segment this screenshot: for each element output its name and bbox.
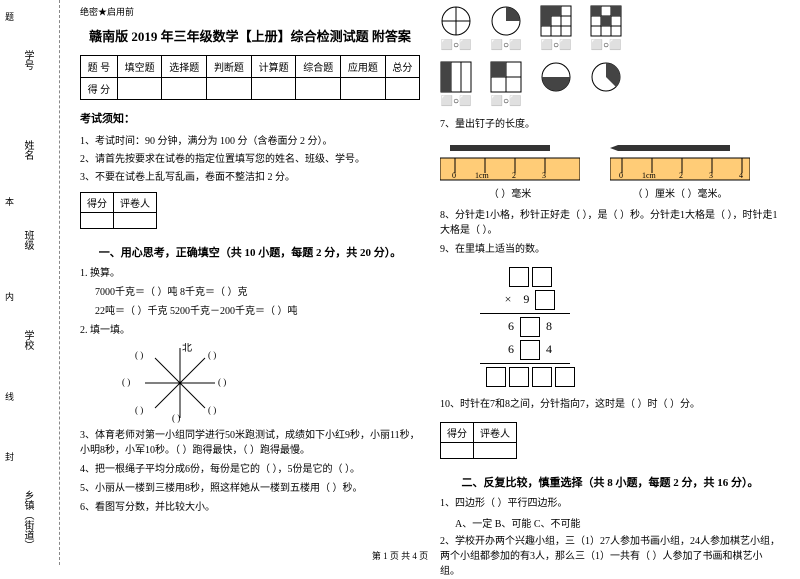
calc-r3: 6 8 [480,317,580,337]
svg-text:0: 0 [452,171,456,180]
q1-line2: 22吨＝（ ）千克 5200千克－200千克＝（ ）吨 [95,304,420,319]
q9: 9、在里填上适当的数。 [440,242,780,257]
svg-text:( ): ( ) [218,377,226,387]
exam-title: 赣南版 2019 年三年级数学【上册】综合检测试题 附答案 [80,26,420,45]
svg-text:2: 2 [679,171,683,180]
th-fill: 填空题 [117,56,162,78]
q4: 4、把一根绳子平均分成6份，每份是它的（ ），5份是它的（ ）。 [80,462,420,477]
q2-1-opts: A、一定 B、可能 C、不可能 [455,515,780,530]
svg-text:( ): ( ) [172,413,180,423]
ruler-2: 0 1cm 2 3 4 （ ）厘米（ ）毫米。 [610,140,750,200]
fractions-row-2: ⬜○⬜ ⬜○⬜ [440,61,780,107]
td-score: 得 分 [81,78,118,100]
svg-text:1cm: 1cm [475,171,490,180]
margin-xuehao: 学号 [20,50,35,70]
notice-2: 2、请首先按要求在试卷的指定位置填写您的姓名、班级、学号。 [80,150,420,165]
right-column: ⬜○⬜ ⬜○⬜ ⬜○⬜ ⬜○⬜ ⬜○⬜ [430,5,790,560]
rulers: 0 1cm 2 3 （ ）毫米 [440,140,780,200]
svg-text:2: 2 [512,171,516,180]
left-column: 绝密★启用前 赣南版 2019 年三年级数学【上册】综合检测试题 附答案 题 号… [70,5,430,560]
svg-text:( ): ( ) [208,405,216,415]
margin-xingming: 姓名 [20,140,35,160]
calc-area: × 9 6 8 6 4 [480,267,580,387]
svg-text:3: 3 [542,171,546,180]
margin-feng: 封 [5,450,14,463]
calc-r2: × 9 [480,290,580,310]
margin-nei: 内 [5,290,14,303]
frac-7 [540,61,572,107]
calc-r4: 6 4 [480,340,580,360]
mini-score-2: 得分评卷人 [440,422,517,459]
margin-char-top: 题 [5,10,14,23]
fractions-row-1: ⬜○⬜ ⬜○⬜ ⬜○⬜ ⬜○⬜ [440,5,780,51]
q1-line1: 7000千克＝（ ）吨 8千克＝（ ）克 [95,285,420,300]
margin-xiangzhen: 乡镇（街道） [20,490,35,550]
svg-text:3: 3 [709,171,713,180]
q3: 3、体育老师对第一小组同学进行50米跑测试，成绩如下小红9秒，小丽11秒，小明8… [80,428,420,458]
section-1-title: 一、用心思考，正确填空（共 10 小题，每题 2 分，共 20 分）。 [80,244,420,260]
svg-text:( ): ( ) [208,350,216,360]
q7: 7、量出钉子的长度。 [440,117,780,132]
margin-ben: 本 [5,195,14,208]
calc-r1 [480,267,580,287]
ruler2-label: （ ）厘米（ ）毫米。 [610,185,750,200]
q1-title: 1. 换算。 [80,266,420,281]
notice-1: 1、考试时间：90 分钟，满分为 100 分（含卷面分 2 分）。 [80,132,420,147]
frac-6: ⬜○⬜ [490,61,522,107]
svg-text:4: 4 [739,171,743,180]
th-judge: 判断题 [207,56,252,78]
q8: 8、分针走1小格，秒针正好走（ ），是（ ）秒。分针走1大格是（ ），时针走1大… [440,208,780,238]
th-calc: 计算题 [251,56,296,78]
svg-text:( ): ( ) [122,377,130,387]
secrecy-label: 绝密★启用前 [80,5,420,18]
svg-text:北: 北 [182,343,192,354]
ruler-1: 0 1cm 2 3 （ ）毫米 [440,140,580,200]
compass-diagram: 北 ( ) ( ) ( ) ( ) ( ) ( ) ( ) [120,343,210,423]
svg-text:( ): ( ) [135,405,143,415]
section-2-title: 二、反复比较，慎重选择（共 8 小题，每题 2 分，共 16 分）。 [440,474,780,490]
ruler1-label: （ ）毫米 [440,185,580,200]
notice-title: 考试须知： [80,110,420,126]
q2-title: 2. 填一填。 [80,323,420,338]
margin-xuexiao: 学校 [20,330,35,350]
q10: 10、时针在7和8之间，分针指向7，这时是（ ）时（ ）分。 [440,397,780,412]
frac-1: ⬜○⬜ [440,5,472,51]
svg-text:( ): ( ) [135,350,143,360]
q2-1: 1、四边形（ ）平行四边形。 [440,496,780,511]
margin-xian: 线 [5,390,14,403]
frac-2: ⬜○⬜ [490,5,522,51]
frac-5: ⬜○⬜ [440,61,472,107]
q6: 6、看图写分数，并比较大小。 [80,500,420,515]
frac-3: ⬜○⬜ [540,5,572,51]
svg-text:1cm: 1cm [642,171,657,180]
binding-margin: 题 学号 姓名 本 班级 内 学校 线 封 乡镇（街道） [0,0,60,565]
calc-r5 [480,367,580,387]
page-footer: 第 1 页 共 4 页 [0,549,800,562]
notice-3: 3、不要在试卷上乱写乱画，卷面不整洁扣 2 分。 [80,168,420,183]
main-content: 绝密★启用前 赣南版 2019 年三年级数学【上册】综合检测试题 附答案 题 号… [60,0,800,565]
th-num: 题 号 [81,56,118,78]
mini-score-1: 得分评卷人 [80,192,157,229]
th-total: 总分 [385,56,419,78]
frac-8 [590,61,622,107]
th-choice: 选择题 [162,56,207,78]
q5: 5、小丽从一楼到三楼用8秒，照这样她从一楼到五楼用（ ）秒。 [80,481,420,496]
margin-banji: 班级 [20,230,35,250]
th-app: 应用题 [341,56,386,78]
frac-4: ⬜○⬜ [590,5,622,51]
svg-text:0: 0 [619,171,623,180]
th-comp: 综合题 [296,56,341,78]
score-table: 题 号 填空题 选择题 判断题 计算题 综合题 应用题 总分 得 分 [80,55,420,100]
